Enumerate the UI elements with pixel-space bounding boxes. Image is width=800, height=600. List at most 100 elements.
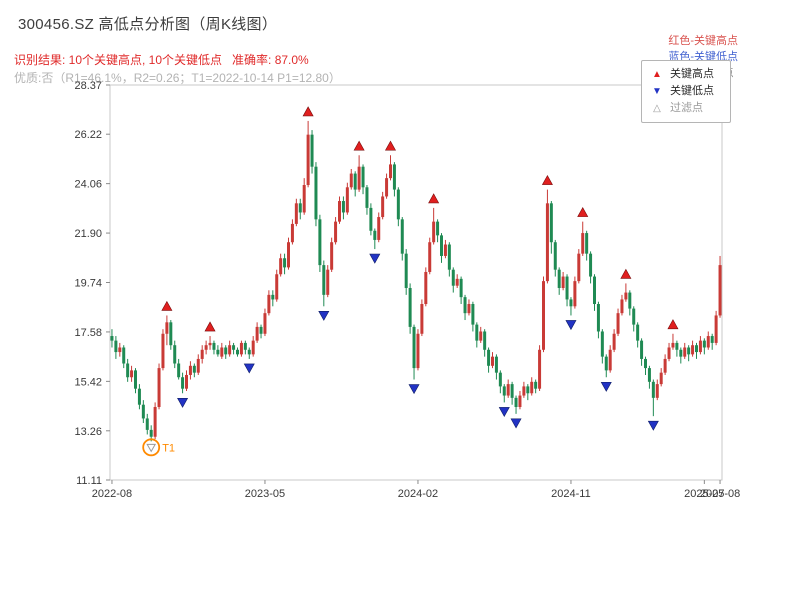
- candle-body: [165, 322, 169, 334]
- candle-body: [557, 269, 561, 288]
- candle-body: [345, 187, 349, 213]
- candle-body: [706, 336, 710, 348]
- candle-body: [644, 358, 647, 369]
- candle-body: [334, 221, 338, 243]
- candle-body: [247, 349, 251, 355]
- candle-body: [671, 342, 675, 348]
- key-high-marker: [384, 140, 397, 151]
- candle-body: [239, 342, 243, 355]
- candle-body: [322, 265, 326, 295]
- candle-body: [702, 340, 706, 348]
- candle-body: [593, 276, 596, 305]
- x-tick-label: 2025-07: [684, 488, 724, 500]
- candle-body: [236, 349, 239, 355]
- key-low-marker: [565, 320, 577, 331]
- candle-body: [326, 269, 330, 295]
- candle-body: [126, 363, 130, 378]
- legend-item-key-low: ▼ 关键低点: [651, 83, 730, 100]
- x-tick-label: 2023-05: [245, 488, 285, 500]
- candle-body: [487, 349, 491, 366]
- candle-body: [549, 203, 553, 243]
- key-low-marker: [600, 381, 612, 392]
- x-tick-label: 2024-11: [551, 488, 591, 500]
- chart-legend: ▲ 关键高点 ▼ 关键低点 △ 过滤点: [641, 60, 731, 123]
- candle-body: [451, 269, 455, 286]
- candle-body: [424, 271, 428, 305]
- candle-body: [369, 207, 373, 231]
- candle-body: [353, 173, 357, 190]
- candle-body: [428, 242, 432, 272]
- candle-body: [459, 278, 463, 298]
- candle-body: [302, 185, 306, 213]
- candle-body: [691, 345, 695, 355]
- candle-body: [679, 349, 683, 357]
- key-high-marker: [541, 174, 553, 185]
- candle-body: [188, 365, 192, 375]
- candle-body: [510, 384, 514, 398]
- candle-body: [134, 370, 137, 389]
- candle-body: [498, 372, 502, 387]
- candle-body: [667, 347, 671, 359]
- quality-info-text: 优质:否（R1=46.1%，R2=0.26；T1=2022-10-14 P1=1…: [14, 71, 341, 85]
- candle-body: [306, 134, 310, 186]
- candle-body: [255, 326, 259, 341]
- candle-body: [318, 219, 322, 266]
- candle-body: [204, 345, 208, 350]
- candle-body: [377, 217, 381, 240]
- candle-body: [400, 219, 404, 254]
- key-high-marker: [204, 321, 216, 332]
- y-tick-label: 24.06: [74, 179, 102, 191]
- t1-highlight-circle: [142, 438, 161, 457]
- candle-body: [506, 384, 510, 396]
- candle-body: [604, 356, 608, 371]
- candle-body: [243, 342, 247, 350]
- t1-annotation-label: T1: [162, 442, 175, 454]
- candle-body: [494, 356, 498, 373]
- key-high-marker: [577, 207, 589, 217]
- candle-body: [404, 253, 408, 288]
- candle-body: [542, 281, 545, 350]
- candle-body: [491, 356, 494, 366]
- candle-body: [632, 308, 636, 325]
- candle-body: [640, 340, 644, 359]
- candle-body: [338, 201, 341, 222]
- candle-body: [110, 336, 114, 341]
- candle-body: [263, 313, 267, 334]
- candle-body: [181, 377, 185, 389]
- key-high-marker: [302, 106, 314, 117]
- y-tick-label: 21.90: [74, 228, 102, 240]
- candle-body: [596, 304, 600, 332]
- candle-body: [561, 276, 565, 288]
- candle-body: [545, 203, 549, 282]
- candle-body: [420, 304, 424, 334]
- candle-body: [695, 345, 698, 353]
- candle-body: [608, 349, 612, 371]
- candle-body: [675, 342, 679, 350]
- candle-body: [698, 340, 702, 353]
- candle-body: [443, 244, 447, 256]
- candle-body: [271, 294, 275, 300]
- plot-area: [109, 84, 723, 481]
- candle-body: [122, 347, 126, 364]
- candle-body: [365, 187, 369, 208]
- key-low-marker: [177, 397, 189, 408]
- candle-body: [600, 331, 604, 357]
- y-tick-label: 13.26: [74, 426, 102, 438]
- candle-body: [526, 386, 530, 394]
- candle-body: [518, 395, 522, 407]
- key-low-marker: [318, 311, 330, 321]
- candle-body: [581, 233, 585, 254]
- candle-body: [177, 363, 181, 378]
- y-tick-label: 11.11: [76, 475, 102, 487]
- candle-body: [553, 242, 557, 270]
- candle-body: [447, 244, 451, 270]
- candle-body: [279, 258, 283, 275]
- candle-body: [283, 258, 287, 268]
- candle-body: [436, 221, 440, 236]
- key-high-marker: [667, 319, 679, 330]
- candle-body: [216, 349, 220, 355]
- candle-body: [200, 349, 204, 359]
- candle-body: [251, 340, 255, 355]
